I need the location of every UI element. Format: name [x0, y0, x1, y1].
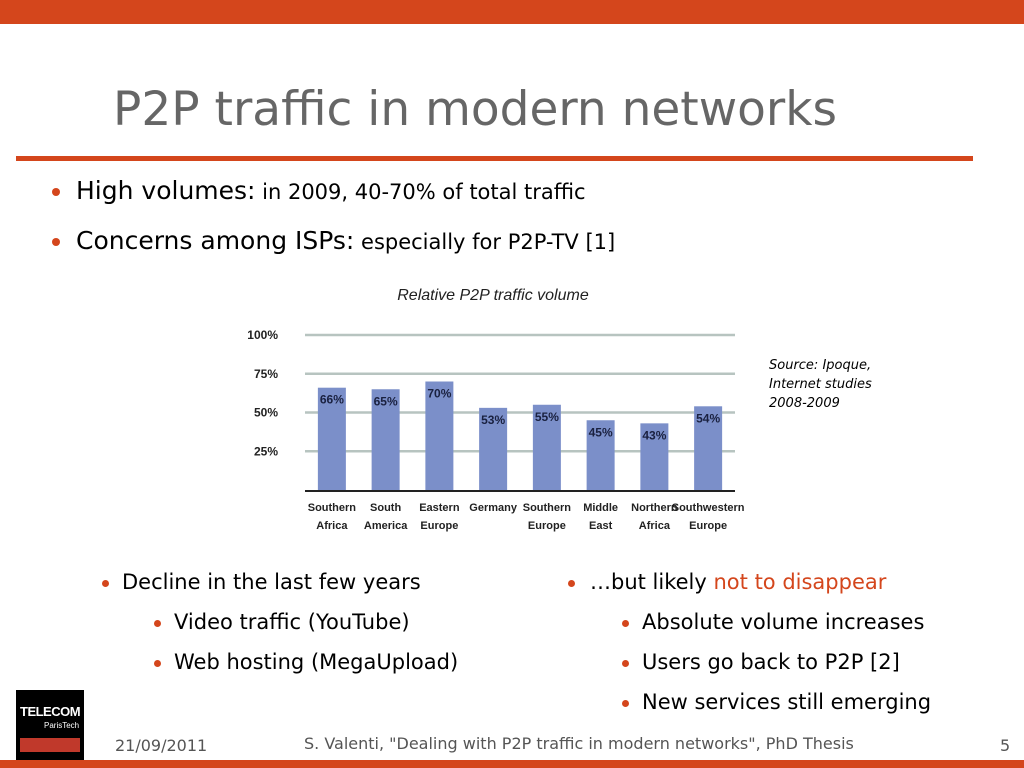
- title-divider: [16, 156, 973, 161]
- list-item-text: Web hosting (MegaUpload): [174, 650, 459, 674]
- bar: [425, 381, 454, 490]
- bullet-dot-icon: [154, 620, 161, 627]
- top-accent-bar: [0, 0, 1024, 24]
- bar: [586, 420, 615, 490]
- list-sub-item: Video traffic (YouTube): [100, 610, 458, 650]
- bar-data-label: 45%: [589, 425, 613, 439]
- bullet-dot-icon: [568, 580, 575, 587]
- bar: [694, 406, 723, 490]
- bullet-item: High volumes: in 2009, 40-70% of total t…: [52, 176, 615, 226]
- chart-source-note: Source: Ipoque, Internet studies 2008-20…: [769, 356, 909, 413]
- logo-subtext: ParisTech: [44, 721, 80, 730]
- footer-citation: S. Valenti, "Dealing with P2P traffic in…: [304, 734, 854, 753]
- bar: [640, 423, 669, 490]
- highlight-text: not to disappear: [713, 570, 887, 594]
- bar-data-label: 70%: [427, 387, 451, 401]
- list-sub-item: Absolute volume increases: [566, 610, 931, 650]
- bar-data-label: 43%: [642, 428, 666, 442]
- bullet-dot-icon: [622, 620, 629, 627]
- bar-data-label: 65%: [374, 394, 398, 408]
- list-item-text: Decline in the last few years: [122, 570, 421, 594]
- list-item-text: Users go back to P2P [2]: [642, 650, 900, 674]
- bar: [317, 387, 346, 490]
- bar-data-label: 53%: [481, 413, 505, 427]
- list-item: …but likely not to disappear: [566, 570, 931, 610]
- list-item: Decline in the last few years: [100, 570, 458, 610]
- y-tick-label: 50%: [254, 406, 278, 420]
- bar-data-label: 54%: [696, 411, 720, 425]
- bullet-detail: in 2009, 40-70% of total traffic: [255, 180, 586, 204]
- bullet-dot-icon: [622, 700, 629, 707]
- x-category-label: Northern: [631, 502, 678, 514]
- logo-text: TELECOM: [20, 704, 81, 719]
- bullet-dot-icon: [52, 188, 60, 196]
- top-bullet-list: High volumes: in 2009, 40-70% of total t…: [52, 176, 615, 276]
- bullet-lead: High volumes:: [76, 176, 256, 205]
- x-category-label: Europe: [528, 520, 566, 532]
- x-category-label: Africa: [316, 520, 348, 532]
- footer-date: 21/09/2011: [115, 736, 208, 755]
- x-category-label: America: [364, 520, 408, 532]
- source-line: Source: Ipoque,: [769, 358, 872, 373]
- x-category-label: Southwestern: [672, 502, 745, 514]
- bullet-dot-icon: [102, 580, 109, 587]
- bullet-lead: Concerns among ISPs:: [76, 226, 355, 255]
- x-category-label: Eastern: [419, 502, 460, 514]
- bullet-dot-icon: [622, 660, 629, 667]
- bar-data-label: 66%: [320, 393, 344, 407]
- source-line: 2008-2009: [769, 396, 840, 411]
- p2p-volume-bar-chart: Relative P2P traffic volume 100% 75% 50% 25%…: [247, 287, 745, 532]
- list-item-text: …but likely: [590, 570, 714, 594]
- x-category-label: Germany: [469, 502, 518, 514]
- logo-mark-icon: [20, 738, 80, 752]
- bullet-dot-icon: [52, 238, 60, 246]
- y-tick-label: 100%: [247, 328, 278, 342]
- x-category-label: Africa: [639, 520, 671, 532]
- bullet-item: Concerns among ISPs: especially for P2P-…: [52, 226, 615, 276]
- y-tick-label: 25%: [254, 444, 278, 458]
- x-category-label: Europe: [689, 520, 727, 532]
- bar: [371, 389, 400, 490]
- x-category-label: South: [370, 502, 401, 514]
- telecom-paristech-logo: TELECOM ParisTech: [16, 690, 84, 760]
- bullet-dot-icon: [154, 660, 161, 667]
- list-item-text: New services still emerging: [642, 690, 932, 714]
- x-category-label: Europe: [420, 520, 458, 532]
- y-tick-label: 75%: [254, 367, 278, 381]
- bar: [479, 407, 508, 490]
- chart-title: Relative P2P traffic volume: [397, 287, 589, 304]
- bottom-accent-bar: [0, 760, 1024, 768]
- list-sub-item: Users go back to P2P [2]: [566, 650, 931, 690]
- x-category-label: Southern: [308, 502, 357, 514]
- right-bullet-list: …but likely not to disappear Absolute vo…: [566, 570, 931, 730]
- list-sub-item: New services still emerging: [566, 690, 931, 730]
- list-sub-item: Web hosting (MegaUpload): [100, 650, 458, 690]
- bar: [532, 404, 561, 490]
- bar-data-label: 55%: [535, 410, 559, 424]
- page-number: 5: [1000, 736, 1011, 755]
- source-line: Internet studies: [769, 377, 872, 392]
- x-category-label: Middle: [583, 502, 618, 514]
- list-item-text: Video traffic (YouTube): [174, 610, 410, 634]
- slide-title: P2P traffic in modern networks: [113, 82, 837, 137]
- bullet-detail: especially for P2P-TV [1]: [354, 230, 616, 254]
- list-item-text: Absolute volume increases: [642, 610, 925, 634]
- left-bullet-list: Decline in the last few years Video traf…: [100, 570, 458, 690]
- x-category-label: East: [589, 520, 613, 532]
- x-category-label: Southern: [523, 502, 572, 514]
